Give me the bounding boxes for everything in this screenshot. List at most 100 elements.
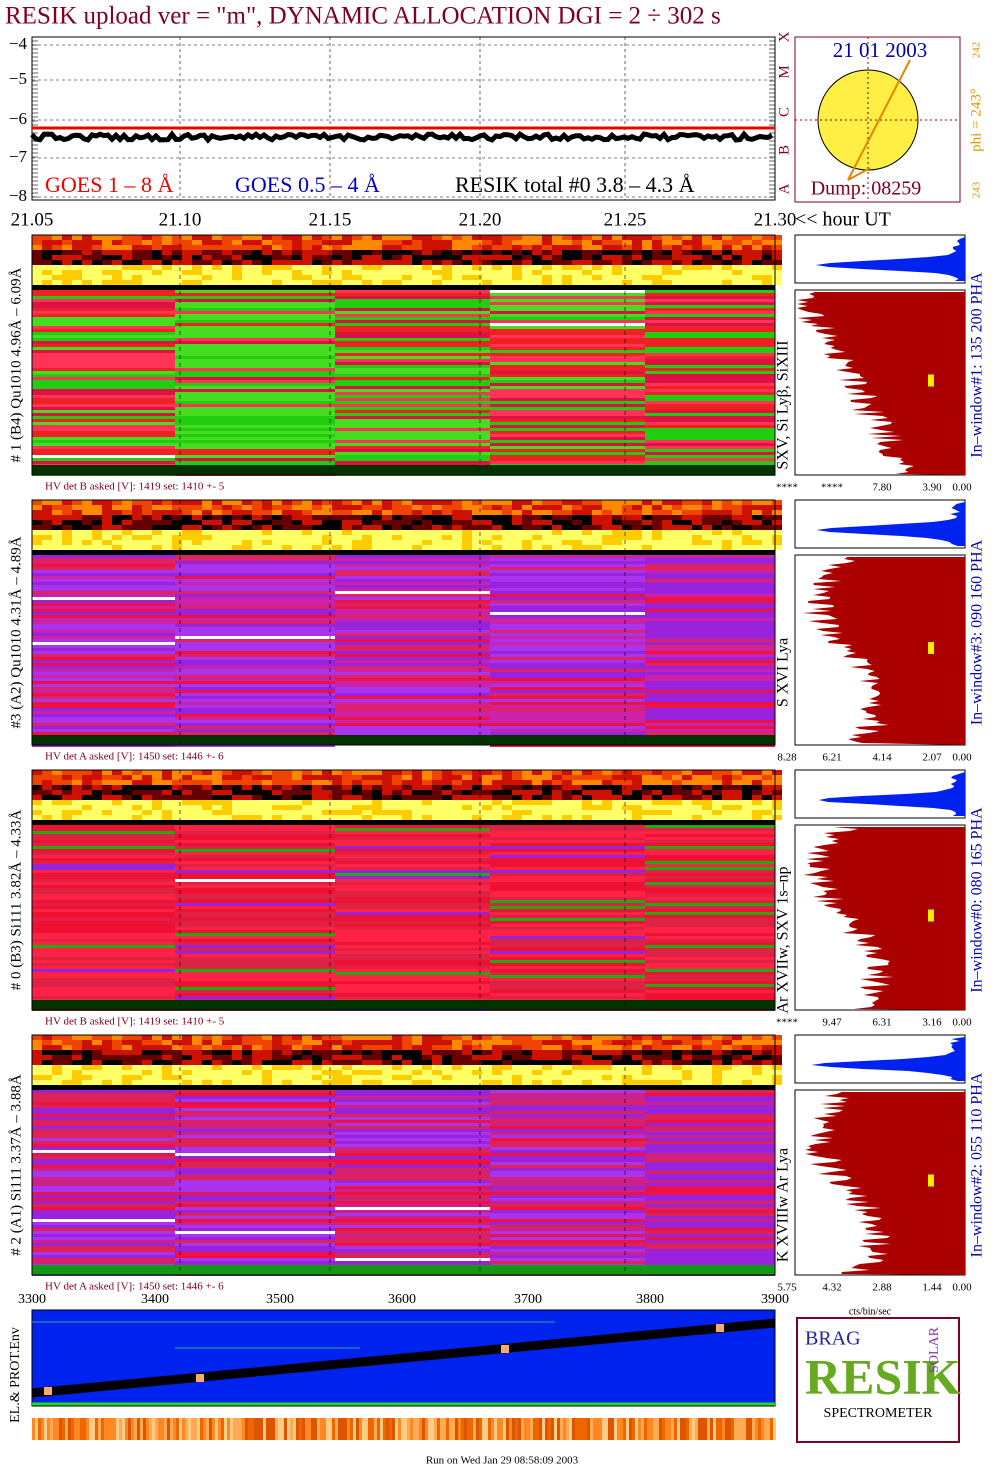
env-track	[31, 1318, 776, 1398]
spectrum-cell	[532, 240, 542, 245]
spectrum-stripe	[335, 870, 490, 873]
spectrum-cell	[422, 530, 432, 535]
spectrum-stripe	[335, 323, 490, 326]
spectrum-cell	[642, 505, 652, 510]
env-strip	[719, 1418, 722, 1440]
spectrum-stripe	[175, 963, 335, 966]
spectrum-cell	[592, 235, 602, 240]
spectrum-cell	[142, 775, 152, 780]
spectrum-cell	[332, 785, 342, 790]
spectrum-cell	[702, 1080, 712, 1085]
spectrum-cell	[322, 500, 332, 505]
spectrum-cell	[442, 1080, 452, 1085]
channel-tick-label: 3700	[514, 1292, 542, 1307]
spectrum-stripe	[645, 885, 775, 888]
spectrum-cell	[452, 500, 462, 505]
spectrum-cell	[332, 810, 342, 815]
spectrum-cell	[152, 810, 162, 815]
spectrum-cell	[622, 1070, 632, 1075]
spectrum-cell	[502, 1070, 512, 1075]
spectrum-cell	[372, 275, 382, 280]
spectrum-cell	[772, 255, 782, 260]
spectrum-cell	[332, 505, 342, 510]
spectrum-cell	[172, 530, 182, 535]
spectrum-cell	[82, 790, 92, 795]
env-strip	[269, 1418, 272, 1440]
spectrum-cell	[462, 1075, 472, 1080]
spectrum-stripe	[335, 993, 490, 996]
spectrum-cell	[362, 245, 372, 250]
spectrum-cell	[542, 1060, 552, 1065]
spectrum-cell	[772, 775, 782, 780]
spectrum-cell	[122, 530, 132, 535]
spectrum-stripe	[645, 855, 775, 858]
spectrum-cell	[552, 520, 562, 525]
spectrum-cell	[662, 790, 672, 795]
spectrum-cell	[312, 265, 322, 270]
spectrum-cell	[232, 255, 242, 260]
time-tick-label: 21.30	[754, 209, 797, 230]
spectrum-stripe	[645, 290, 775, 293]
spectrum-cell	[742, 795, 752, 800]
spectrum-cell	[322, 1065, 332, 1070]
spectrum-cell	[552, 790, 562, 795]
spectrum-cell	[712, 815, 722, 820]
spectrum-cell	[742, 1040, 752, 1045]
spectrum-cell	[432, 245, 442, 250]
spectrum-stripe	[335, 651, 490, 654]
spectrum-cell	[562, 790, 572, 795]
env-strip	[119, 1418, 122, 1440]
spectrum-cell	[322, 265, 332, 270]
spectrum-cell	[532, 540, 542, 545]
spectrum-cell	[252, 530, 262, 535]
spectrum-cell	[72, 255, 82, 260]
spectrum-cell	[92, 535, 102, 540]
spectrum-cell	[32, 265, 42, 270]
spectrum-cell	[222, 785, 232, 790]
spectrum-cell	[42, 275, 52, 280]
spectrum-cell	[662, 1055, 672, 1060]
spectrum-cell	[312, 275, 322, 280]
spectrum-stripe	[335, 1237, 490, 1240]
spectrum-stripe	[175, 359, 335, 362]
spectrum-stripe	[335, 924, 490, 927]
spectrum-cell	[742, 240, 752, 245]
spectrum-stripe	[175, 1255, 335, 1258]
spectrum-cell	[132, 1035, 142, 1040]
spectrum-stripe	[490, 434, 645, 437]
spectrum-cell	[152, 790, 162, 795]
spectrum-cell	[112, 240, 122, 245]
spectrum-cell	[262, 505, 272, 510]
spectrum-cell	[742, 530, 752, 535]
spectrum-cell	[402, 275, 412, 280]
spectrum-cell	[612, 505, 622, 510]
spectrum-cell	[482, 1045, 492, 1050]
spectrum-cell	[72, 1070, 82, 1075]
spectrum-cell	[32, 1055, 42, 1060]
spectrum-cell	[152, 1050, 162, 1055]
spectrum-cell	[182, 245, 192, 250]
spectrum-cell	[192, 540, 202, 545]
spectrum-cell	[32, 245, 42, 250]
spectrum-cell	[692, 810, 702, 815]
spectrum-cell	[452, 805, 462, 810]
env-strip	[566, 1418, 569, 1440]
spectrum-cell	[562, 770, 572, 775]
spectrum-cell	[92, 775, 102, 780]
spectrum-cell	[42, 525, 52, 530]
spectrum-cell	[282, 1060, 292, 1065]
spectrum-cell	[202, 520, 212, 525]
spectrum-cell	[452, 775, 462, 780]
time-tick-label: 21.05	[11, 209, 54, 230]
spectrum-stripe	[335, 825, 490, 828]
spectrum-cell	[502, 535, 512, 540]
spectrum-stripe	[175, 582, 335, 585]
spectrum-cell	[392, 1045, 402, 1050]
spectrum-cell	[702, 785, 712, 790]
spectrum-cell	[722, 525, 732, 530]
spectrum-cell	[442, 810, 452, 815]
spectrum-cell	[362, 1035, 372, 1040]
spectrum-cell	[612, 1055, 622, 1060]
spectrum-cell	[72, 535, 82, 540]
spectrum-stripe	[335, 828, 490, 831]
